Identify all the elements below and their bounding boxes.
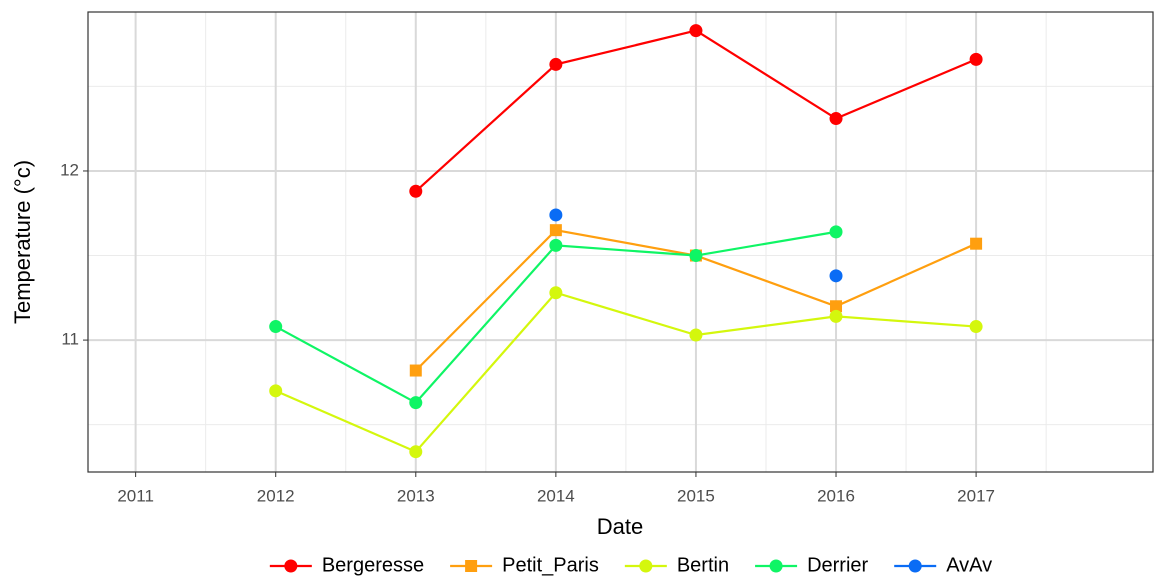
x-tick-label: 2013 [397,486,435,505]
legend-item: Petit_Paris [450,554,599,576]
legend-label: Bergeresse [322,554,424,576]
y-tick-label: 11 [61,330,79,349]
point [269,320,283,334]
legend-label: AvAv [946,554,992,576]
point [549,57,563,71]
x-tick-label: 2012 [257,486,295,505]
point [970,237,983,250]
point [689,328,703,342]
y-axis-title: Temperature (°c) [10,160,35,324]
legend-item: Bertin [624,554,729,576]
point [969,52,983,66]
x-tick-label: 2011 [117,486,154,505]
panel-border [87,11,1154,473]
legend-label: Derrier [807,554,868,576]
point [409,364,422,377]
point [409,184,423,198]
point [549,224,562,237]
point [830,300,843,313]
point [969,320,983,334]
grid [83,11,1154,477]
point [465,560,478,572]
point [769,559,783,573]
x-axis-title: Date [597,514,643,539]
legend-label: Petit_Paris [502,554,599,576]
series-line [275,291,977,454]
point [639,559,653,573]
legend-label: Bertin [677,554,729,576]
legend-item: Bergeresse [269,554,424,576]
point [549,238,563,252]
point [409,396,423,410]
legend-item: Derrier [755,554,869,576]
point [829,309,843,323]
point [829,112,843,126]
x-tick-label: 2014 [537,486,575,505]
x-tick-label: 2017 [957,486,995,505]
point [908,559,922,573]
point [269,384,283,398]
y-tick-label: 12 [60,160,79,179]
marks [269,24,983,459]
point [829,269,843,283]
point [549,286,563,300]
point [284,559,298,573]
legend-item: AvAv [894,554,992,576]
point [829,225,843,239]
point [689,249,703,263]
point [409,445,423,459]
point [549,208,563,222]
legend: Bergeresse Petit_Paris Bertin Derrier AvAv [269,554,992,576]
x-tick-label: 2016 [817,486,855,505]
point [689,24,703,38]
x-tick-label: 2015 [677,486,715,505]
